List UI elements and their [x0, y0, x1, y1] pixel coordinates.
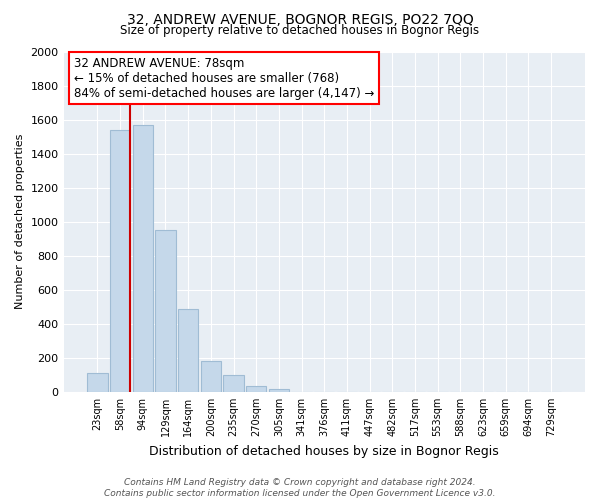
Text: Contains HM Land Registry data © Crown copyright and database right 2024.
Contai: Contains HM Land Registry data © Crown c…	[104, 478, 496, 498]
Text: 32, ANDREW AVENUE, BOGNOR REGIS, PO22 7QQ: 32, ANDREW AVENUE, BOGNOR REGIS, PO22 7Q…	[127, 12, 473, 26]
Y-axis label: Number of detached properties: Number of detached properties	[15, 134, 25, 310]
Text: Size of property relative to detached houses in Bognor Regis: Size of property relative to detached ho…	[121, 24, 479, 37]
Bar	[246, 386, 266, 392]
Bar	[155, 230, 176, 392]
Bar	[110, 130, 130, 392]
Bar	[223, 375, 244, 392]
Bar	[269, 390, 289, 392]
Bar	[200, 362, 221, 392]
Bar	[178, 308, 199, 392]
Bar	[87, 373, 107, 392]
Bar	[133, 124, 153, 392]
X-axis label: Distribution of detached houses by size in Bognor Regis: Distribution of detached houses by size …	[149, 444, 499, 458]
Text: 32 ANDREW AVENUE: 78sqm
← 15% of detached houses are smaller (768)
84% of semi-d: 32 ANDREW AVENUE: 78sqm ← 15% of detache…	[74, 56, 374, 100]
